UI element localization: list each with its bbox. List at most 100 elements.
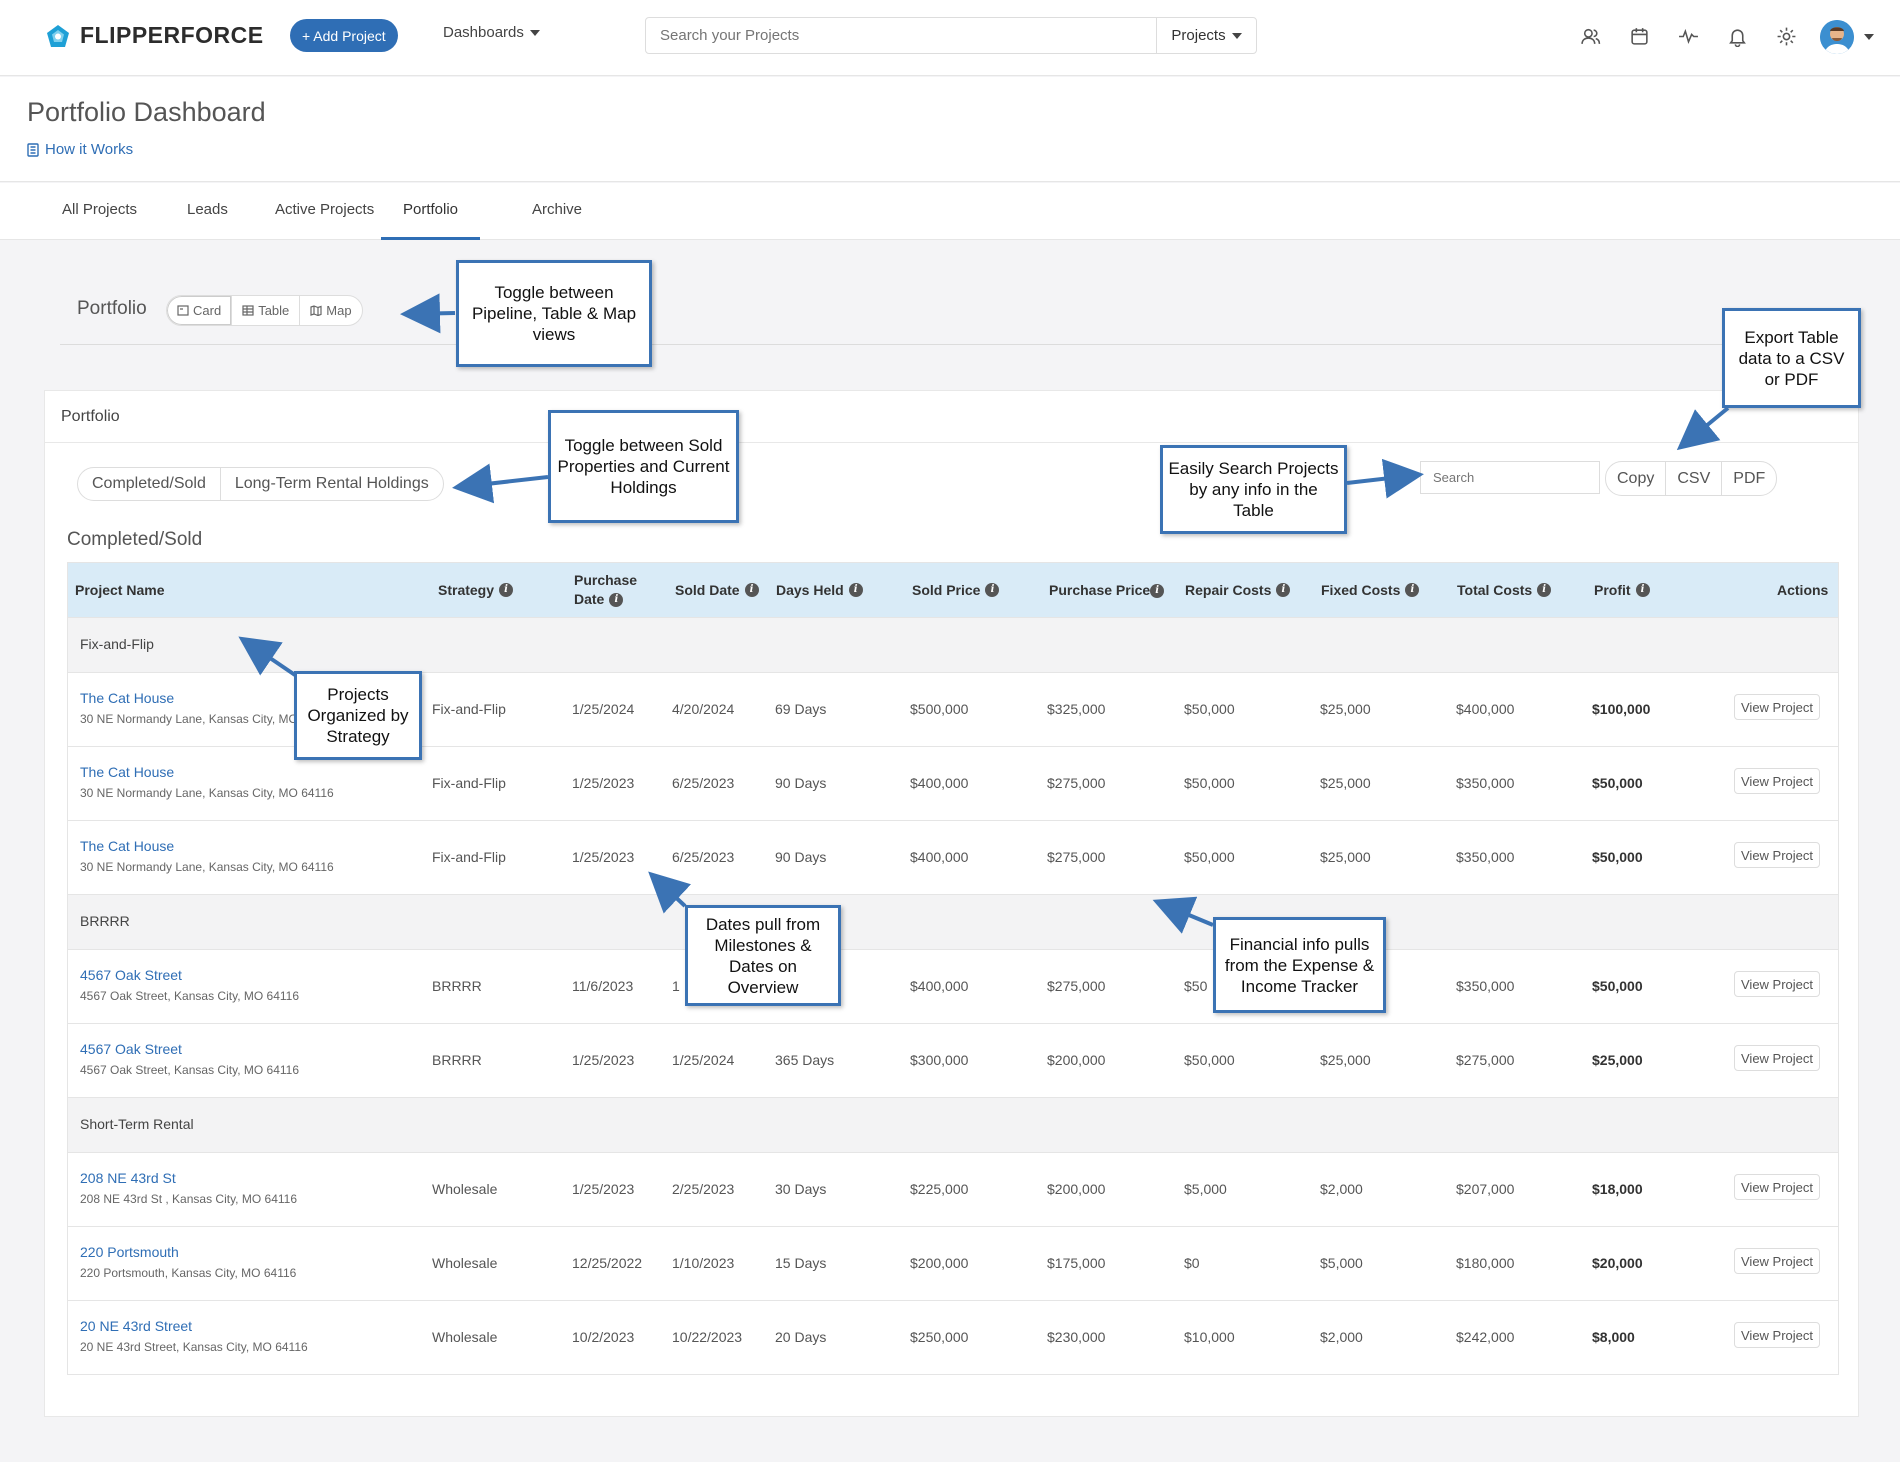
callout-views: Toggle between Pipeline, Table & Map vie… bbox=[456, 260, 652, 367]
cell-sold-price: $500,000 bbox=[910, 701, 969, 717]
cell-sold-date: 2/25/2023 bbox=[672, 1181, 735, 1197]
info-icon[interactable]: i bbox=[1150, 583, 1165, 598]
th-label: Purchase Price bbox=[1049, 581, 1151, 598]
th-repair-costs[interactable]: Repair Costs i bbox=[1185, 563, 1291, 617]
th-sold-date[interactable]: Sold Date i bbox=[675, 563, 759, 617]
project-name-link[interactable]: 208 NE 43rd St bbox=[80, 1170, 176, 1186]
gear-icon[interactable] bbox=[1776, 26, 1797, 47]
filter-long-term-rental[interactable]: Long-Term Rental Holdings bbox=[234, 475, 429, 492]
tab-all-projects[interactable]: All Projects bbox=[62, 201, 138, 218]
view-project-button[interactable]: View Project bbox=[1734, 971, 1821, 997]
cell-total: $350,000 bbox=[1456, 775, 1515, 791]
logo[interactable]: FLIPPERFORCE bbox=[46, 22, 264, 49]
cell-strategy: Wholesale bbox=[432, 1329, 498, 1345]
users-icon[interactable] bbox=[1580, 26, 1601, 47]
th-purchase-price[interactable]: Purchase Price i bbox=[1049, 563, 1169, 617]
th-sold-price[interactable]: Sold Price i bbox=[912, 563, 1000, 617]
th-label: Sold Price bbox=[912, 581, 981, 598]
view-toggle: Card Table Map bbox=[166, 295, 363, 326]
cell-purchase-price: $200,000 bbox=[1047, 1181, 1106, 1197]
cell-fixed: $25,000 bbox=[1320, 775, 1371, 791]
cell-strategy: Wholesale bbox=[432, 1181, 498, 1197]
view-project-button[interactable]: View Project bbox=[1734, 842, 1821, 868]
project-name-link[interactable]: 220 Portsmouth bbox=[80, 1244, 179, 1260]
th-fixed-costs[interactable]: Fixed Costs i bbox=[1321, 563, 1420, 617]
cell-purchase-price: $275,000 bbox=[1047, 775, 1106, 791]
view-map-button[interactable]: Map bbox=[300, 296, 361, 325]
th-profit[interactable]: Profit i bbox=[1594, 563, 1650, 617]
project-address: 30 NE Normandy Lane, Kansas City, MO 641… bbox=[80, 712, 334, 726]
status-filter: Completed/Sold Long-Term Rental Holdings bbox=[77, 467, 444, 501]
table-row: 4567 Oak Street 4567 Oak Street, Kansas C… bbox=[68, 1023, 1838, 1097]
chevron-down-icon[interactable] bbox=[1864, 34, 1874, 40]
th-strategy[interactable]: Strategy i bbox=[438, 563, 514, 617]
avatar[interactable] bbox=[1820, 20, 1854, 54]
filter-completed-sold[interactable]: Completed/Sold bbox=[78, 468, 221, 500]
tab-archive[interactable]: Archive bbox=[532, 201, 583, 218]
view-table-button[interactable]: Table bbox=[232, 296, 301, 325]
dashboards-menu[interactable]: Dashboards bbox=[443, 24, 540, 41]
project-name-link[interactable]: 4567 Oak Street bbox=[80, 1041, 182, 1057]
calendar-icon[interactable] bbox=[1629, 26, 1650, 47]
project-name-link[interactable]: The Cat House bbox=[80, 838, 175, 854]
bell-icon[interactable] bbox=[1727, 26, 1748, 47]
tab-leads[interactable]: Leads bbox=[187, 201, 228, 218]
search-scope-label: Projects bbox=[1171, 27, 1226, 44]
info-icon[interactable]: i bbox=[609, 593, 624, 608]
project-name-link[interactable]: The Cat House bbox=[80, 764, 175, 780]
copy-button[interactable]: Copy bbox=[1606, 462, 1667, 495]
info-icon[interactable]: i bbox=[1635, 583, 1650, 597]
section-title: Completed/Sold bbox=[67, 529, 203, 550]
tab-active-projects[interactable]: Active Projects bbox=[275, 201, 375, 218]
tab-portfolio[interactable]: Portfolio bbox=[381, 201, 481, 240]
cell-sold-date: 6/25/2023 bbox=[672, 849, 735, 865]
cell-profit: $25,000 bbox=[1592, 1052, 1643, 1068]
csv-button[interactable]: CSV bbox=[1666, 462, 1723, 495]
view-project-button[interactable]: View Project bbox=[1734, 1248, 1821, 1274]
search-input[interactable] bbox=[646, 18, 1156, 53]
view-project-button[interactable]: View Project bbox=[1734, 1322, 1821, 1348]
cell-purchase-date: 1/25/2023 bbox=[572, 849, 635, 865]
pdf-button[interactable]: PDF bbox=[1733, 469, 1766, 487]
cell-profit: $8,000 bbox=[1592, 1329, 1635, 1345]
cell-fixed: $25,000 bbox=[1320, 849, 1371, 865]
th-label: Profit bbox=[1594, 581, 1631, 598]
th-project-name[interactable]: Project Name bbox=[75, 563, 164, 617]
cell-strategy: BRRRR bbox=[432, 1052, 482, 1068]
info-icon[interactable]: i bbox=[1276, 583, 1291, 597]
table-search-input[interactable] bbox=[1420, 461, 1600, 494]
view-project-button[interactable]: View Project bbox=[1734, 694, 1821, 720]
view-project-button[interactable]: View Project bbox=[1734, 768, 1821, 794]
project-name-link[interactable]: The Cat House bbox=[80, 690, 175, 706]
activity-icon[interactable] bbox=[1678, 26, 1699, 47]
group-row: Fix-and-Flip bbox=[68, 617, 1838, 672]
project-name-link[interactable]: 4567 Oak Street bbox=[80, 967, 182, 983]
search-scope-select[interactable]: Projects bbox=[1156, 18, 1256, 53]
info-icon[interactable]: i bbox=[1405, 583, 1420, 597]
project-name-link[interactable]: 20 NE 43rd Street bbox=[80, 1318, 193, 1334]
th-total-costs[interactable]: Total Costs i bbox=[1457, 563, 1552, 617]
cell-days-held: 30 Days bbox=[775, 1181, 827, 1197]
cell-purchase-date: 12/25/2022 bbox=[572, 1255, 643, 1271]
view-project-button[interactable]: View Project bbox=[1734, 1174, 1821, 1200]
how-it-works-link[interactable]: How it Works bbox=[27, 141, 133, 158]
info-icon[interactable]: i bbox=[499, 583, 514, 597]
table-row: The Cat House 30 NE Normandy Lane, Kansas… bbox=[68, 820, 1838, 894]
group-label: Fix-and-Flip bbox=[80, 636, 154, 652]
cell-total: $207,000 bbox=[1456, 1181, 1515, 1197]
dashboards-label: Dashboards bbox=[443, 24, 524, 41]
view-card-button[interactable]: Card bbox=[167, 296, 233, 325]
th-purchase-date[interactable]: Purchase Date i bbox=[574, 563, 654, 617]
table-header: Project Name Strategy i Purchase Date i So… bbox=[68, 563, 1838, 617]
cell-strategy: Fix-and-Flip bbox=[432, 701, 506, 717]
info-icon[interactable]: i bbox=[1537, 583, 1552, 597]
info-icon[interactable]: i bbox=[744, 583, 759, 597]
cell-sold-price: $400,000 bbox=[910, 849, 969, 865]
th-days-held[interactable]: Days Held i bbox=[776, 563, 863, 617]
info-icon[interactable]: i bbox=[848, 583, 863, 597]
add-project-button[interactable]: + Add Project bbox=[290, 19, 398, 52]
cell-repair: $5,000 bbox=[1184, 1181, 1227, 1197]
logo-text: FLIPPERFORCE bbox=[80, 22, 264, 48]
view-project-button[interactable]: View Project bbox=[1734, 1045, 1821, 1071]
info-icon[interactable]: i bbox=[985, 583, 1000, 597]
